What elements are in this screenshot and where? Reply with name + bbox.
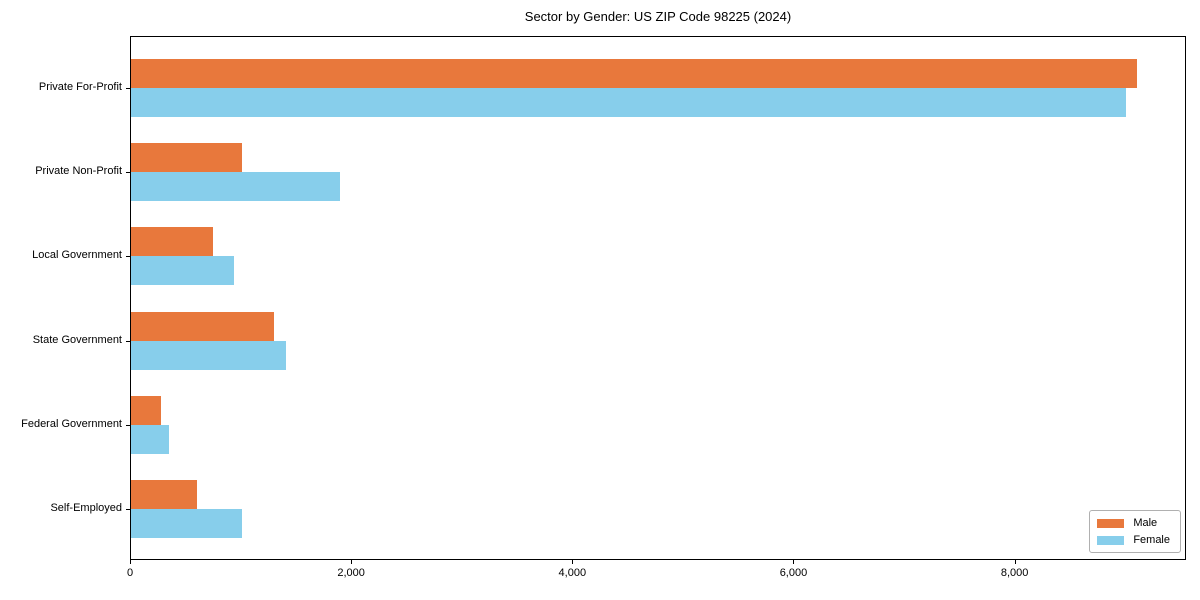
bar-male-5[interactable] [131, 480, 197, 509]
ytick-mark [126, 172, 130, 174]
legend-swatch-female [1097, 535, 1125, 545]
ytick-mark [126, 340, 130, 342]
ytick-label: Self-Employed [50, 502, 122, 514]
legend: Male Female [1089, 510, 1181, 553]
bar-male-2[interactable] [131, 227, 213, 257]
ytick-mark [126, 509, 130, 510]
ytick-mark [126, 424, 130, 426]
bar-male-3[interactable] [131, 311, 274, 341]
xtick-mark [351, 560, 353, 564]
xtick-mark [572, 560, 574, 564]
ytick-label: Federal Government [21, 417, 122, 430]
legend-label: Male [1133, 517, 1158, 529]
xtick-mark [1014, 560, 1016, 564]
ytick-label: State Government [32, 333, 122, 346]
ytick-label: Local Government [32, 249, 122, 262]
bar-male-0[interactable] [131, 59, 1137, 88]
bar-female-4[interactable] [131, 424, 169, 454]
xtick-mark [130, 560, 131, 564]
xtick-label: 6,000 [779, 567, 808, 579]
ytick-label: Private Non-Profit [35, 165, 122, 178]
legend-label: Female [1133, 534, 1170, 546]
xtick-label: 0 [126, 567, 134, 579]
legend-item-male: Male [1097, 517, 1170, 529]
ytick-label: Private For-Profit [38, 81, 122, 93]
ytick-mark [126, 88, 130, 89]
plot-area [130, 36, 1186, 560]
bar-male-1[interactable] [131, 143, 242, 173]
xtick-mark [793, 560, 795, 564]
xtick-label: 2,000 [337, 567, 365, 579]
ytick-mark [126, 256, 130, 258]
bar-female-3[interactable] [131, 340, 286, 370]
legend-swatch-male [1097, 518, 1125, 528]
bar-female-5[interactable] [131, 509, 242, 538]
bar-female-0[interactable] [131, 88, 1126, 117]
xtick-label: 8,000 [1000, 567, 1029, 579]
legend-item-female: Female [1097, 534, 1170, 546]
chart-title: Sector by Gender: US ZIP Code 98225 (202… [524, 9, 792, 24]
bar-male-4[interactable] [131, 395, 161, 425]
bar-female-2[interactable] [131, 256, 234, 286]
bar-female-1[interactable] [131, 172, 340, 202]
xtick-label: 4,000 [558, 567, 587, 579]
